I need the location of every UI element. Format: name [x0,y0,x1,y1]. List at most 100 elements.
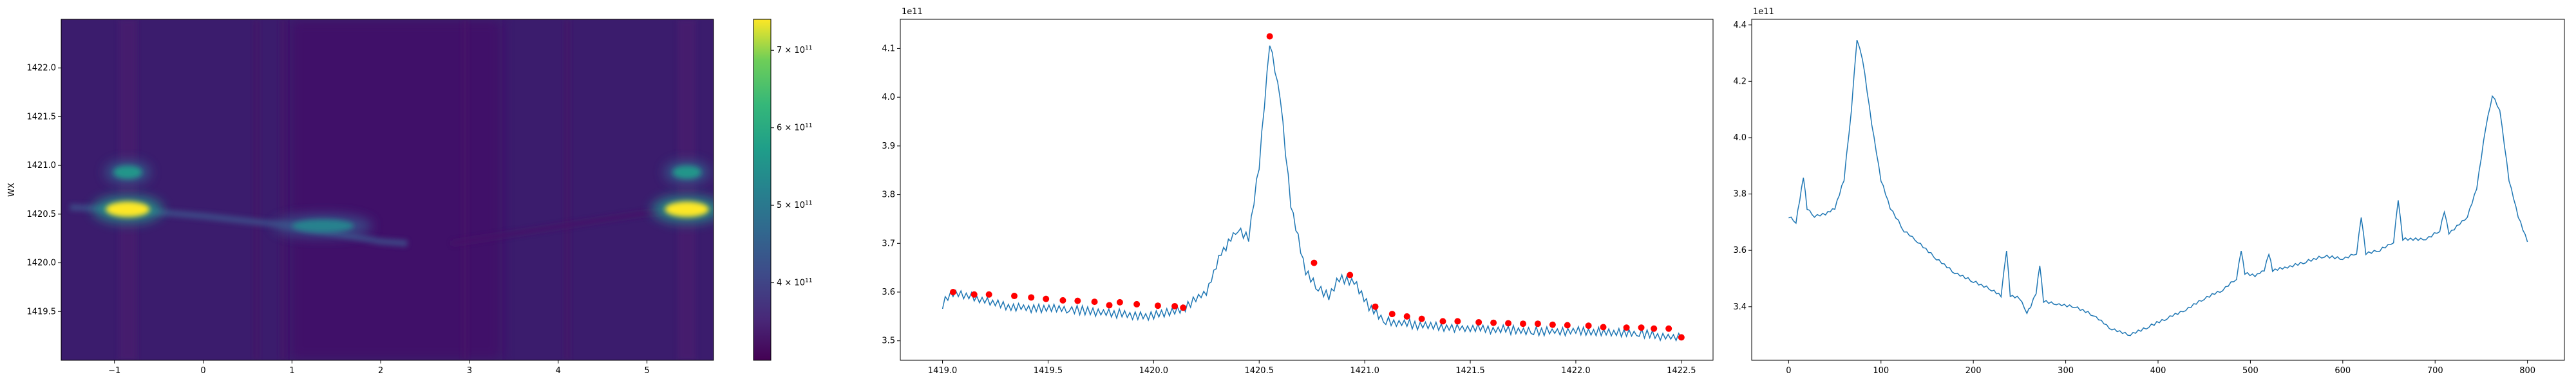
peaks-peak-marker [1549,321,1556,328]
peaks-y-tick-label: 3.9 [882,142,895,151]
peaks-peak-marker [1564,322,1571,329]
profile-y-tick-label: 3.8 [1733,190,1747,199]
peaks-peak-marker [1347,271,1354,279]
peaks-peak-marker [1638,324,1645,331]
profile-y-tick-label: 3.6 [1733,246,1747,255]
peaks-peak-marker [1154,302,1161,309]
heatmap-y-tick-label: 1422.0 [27,64,57,73]
peaks-x-tick-label: 1422.0 [1561,366,1591,376]
heatmap-vertical-band [564,19,571,360]
peaks-peak-marker [1059,297,1066,304]
peaks-peak-marker [1074,297,1081,304]
profile-x-tick-label: 300 [2058,366,2074,376]
peaks-peak-marker [1180,304,1187,311]
profile-x-tick-label: 700 [2427,366,2443,376]
peaks-peak-marker [1403,313,1410,320]
colorbar-tick-label: 6 × 1011 [777,123,812,133]
profile-x-tick-label: 600 [2334,366,2351,376]
peaks-peak-marker [1600,324,1607,331]
peaks-peak-marker [1011,293,1018,300]
peaks-peak-marker [1266,33,1273,40]
heatmap-x-tick-label: 4 [556,366,561,376]
profile-x-tick-label: 800 [2519,366,2535,376]
profile-x-tick-label: 100 [1873,366,1889,376]
heatmap-dark-center [290,19,502,360]
peaks-x-tick-label: 1420.0 [1139,366,1169,376]
peaks-peak-marker [1418,315,1425,322]
peaks-peak-marker [1665,325,1672,332]
peaks-x-tick-label: 1419.5 [1034,366,1063,376]
colorbar-tick-label: 7 × 1011 [777,45,812,55]
peaks-peak-marker [1311,259,1318,266]
heatmap-hotspot [106,201,150,217]
heatmap-vertical-band [253,19,260,360]
peaks-y-tick-label: 4.1 [882,44,895,53]
heatmap-panel: −1 0 1 2 3 4 5 1419.5 1420.0 1420.5 1421.0 1421.5 14… [7,19,812,376]
heatmap-y-tick-label: 1419.5 [27,307,57,317]
peaks-y-tick-label: 3.7 [882,239,895,248]
peaks-line-panel: 1419.0 1419.5 1420.0 1420.5 1421.0 1421.5 1422… [882,7,1714,376]
heatmap-vertical-band [677,19,696,360]
heatmap-x-tick-label: 1 [289,366,294,376]
peaks-peak-marker [1505,320,1512,327]
peaks-x-tick-label: 1419.0 [928,366,958,376]
peaks-y-tick-label: 3.8 [882,190,895,200]
profile-offset-label: 1e11 [1753,7,1774,17]
profile-x-tick-label: 500 [2242,366,2259,376]
peaks-peak-marker [949,289,956,295]
peaks-peak-marker [1171,302,1179,309]
peaks-y-tick-label: 3.5 [882,336,895,346]
heatmap-hotspot [672,165,701,179]
heatmap-y-tick-label: 1420.5 [27,210,57,219]
peaks-peak-marker [1028,294,1035,301]
heatmap-y-tick-label: 1420.0 [27,259,57,268]
peaks-peak-marker [971,291,978,298]
peaks-x-tick-label: 1422.5 [1667,366,1696,376]
heatmap-x-tick-label: 0 [200,366,205,376]
heatmap-ylabel: WX [7,183,17,197]
peaks-peak-marker [1043,295,1050,302]
peaks-peak-marker [1133,300,1141,308]
heatmap-vertical-band [462,19,469,360]
peaks-peak-marker [1585,322,1592,329]
heatmap-x-tick-label: 2 [378,366,383,376]
peaks-peak-marker [1490,319,1497,326]
peaks-peak-marker [985,291,992,298]
peaks-peak-marker [1623,324,1630,331]
heatmap-hotspot [113,165,142,179]
peaks-x-tick-label: 1421.5 [1455,366,1485,376]
heatmap-hotspot [665,201,709,217]
heatmap-hotspot [292,219,354,233]
peaks-peak-marker [1475,318,1482,326]
heatmap-frame [61,19,714,361]
profile-x-tick-label: 0 [1786,366,1791,376]
peaks-peak-marker [1372,303,1379,310]
profile-plot-frame [1751,19,2565,361]
colorbar-tick-label: 4 × 1011 [777,278,812,288]
heatmap-x-tick-label: 3 [467,366,472,376]
profile-series-line [1788,39,2528,336]
heatmap-y-tick-label: 1421.0 [27,161,57,170]
peaks-x-tick-label: 1420.5 [1244,366,1274,376]
colorbar [753,19,772,361]
heatmap-x-tick-label: −1 [108,366,120,376]
heatmap-y-tick-label: 1421.5 [27,112,57,122]
peaks-peak-marker [1388,311,1396,318]
profile-line-panel: 0 100 200 300 400 500 600 700 800 3.4 3.6 3.8 4.0 4.2… [1733,7,2565,376]
peaks-plot-frame [900,19,1714,361]
peaks-peak-marker [1519,320,1526,327]
peaks-peak-marker [1116,299,1123,306]
peaks-peak-marker [1091,299,1098,306]
peaks-peak-marker [1106,302,1113,309]
colorbar-tick-label: 5 × 1011 [777,200,812,210]
peaks-x-tick-label: 1421.0 [1350,366,1379,376]
profile-x-tick-label: 400 [2150,366,2166,376]
peaks-peak-marker [1678,334,1685,341]
peaks-peak-marker [1454,318,1461,325]
peaks-peak-marker [1534,320,1541,327]
heatmap-vertical-band [279,19,287,360]
peaks-y-tick-label: 4.0 [882,93,895,102]
profile-y-tick-label: 4.4 [1733,21,1747,30]
profile-x-tick-label: 200 [1965,366,1982,376]
